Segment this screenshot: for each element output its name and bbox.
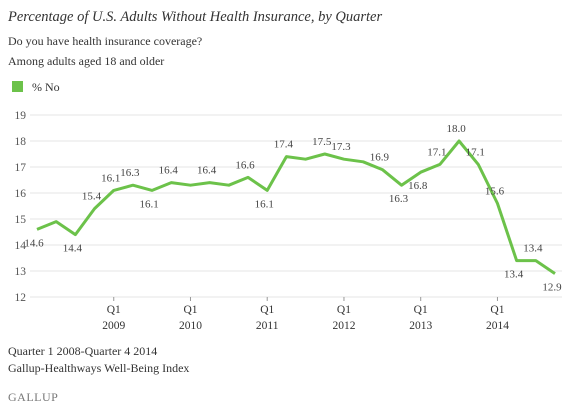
data-label: 13.4	[523, 243, 543, 255]
y-tick-label: 19	[15, 110, 27, 122]
x-tick-label: 2012	[332, 320, 355, 332]
data-label: 18.0	[446, 123, 466, 135]
x-tick-label: 2013	[409, 320, 432, 332]
data-label: 16.3	[120, 167, 140, 179]
legend-label: % No	[32, 80, 60, 94]
data-label: 16.1	[101, 172, 120, 184]
data-label: 17.1	[466, 146, 485, 158]
legend-swatch	[12, 81, 23, 92]
note: Gallup-Healthways Well-Being Index	[8, 361, 189, 375]
data-label: 15.6	[485, 185, 505, 197]
x-tick-label: Q1	[107, 304, 121, 316]
x-tick-label: Q1	[260, 304, 274, 316]
x-tick-label: 2011	[256, 320, 279, 332]
x-tick-label: Q1	[414, 304, 428, 316]
subtitle: Among adults aged 18 and older	[8, 54, 164, 68]
data-label: 15.4	[82, 191, 102, 203]
y-tick-label: 16	[15, 188, 27, 200]
y-tick-label: 12	[15, 292, 27, 304]
y-tick-label: 17	[15, 162, 27, 174]
data-label: 16.4	[159, 165, 179, 177]
x-tick-label: Q1	[490, 304, 504, 316]
y-tick-label: 18	[15, 136, 27, 148]
data-label: 16.4	[197, 165, 217, 177]
y-tick-label: 15	[15, 214, 27, 226]
x-tick-label: Q1	[337, 304, 351, 316]
subtitle: Do you have health insurance coverage?	[8, 34, 202, 48]
x-tick-label: 2014	[486, 320, 509, 332]
data-label: 14.6	[24, 237, 44, 249]
data-label: 16.9	[370, 152, 390, 164]
y-tick-label: 13	[15, 266, 27, 278]
data-label: 16.1	[139, 198, 158, 210]
data-label: 14.4	[63, 243, 83, 255]
data-label: 17.5	[312, 136, 332, 148]
data-label: 12.9	[542, 282, 562, 294]
logo: GALLUP	[8, 390, 58, 404]
data-label: 16.8	[408, 180, 428, 192]
chart-title: Percentage of U.S. Adults Without Health…	[7, 9, 382, 25]
x-tick-label: 2010	[179, 320, 202, 332]
data-label: 17.3	[331, 141, 351, 153]
data-line	[36, 139, 556, 275]
data-label: 17.4	[274, 139, 294, 151]
data-label: 16.1	[255, 198, 274, 210]
data-label: 13.4	[504, 269, 524, 281]
data-label: 16.3	[389, 193, 409, 205]
y-tick-label: 14	[15, 240, 27, 252]
note: Quarter 1 2008-Quarter 4 2014	[8, 344, 157, 358]
data-label: 16.6	[235, 159, 255, 171]
data-label: 17.1	[427, 146, 446, 158]
x-tick-label: 2009	[102, 320, 125, 332]
x-tick-label: Q1	[183, 304, 197, 316]
